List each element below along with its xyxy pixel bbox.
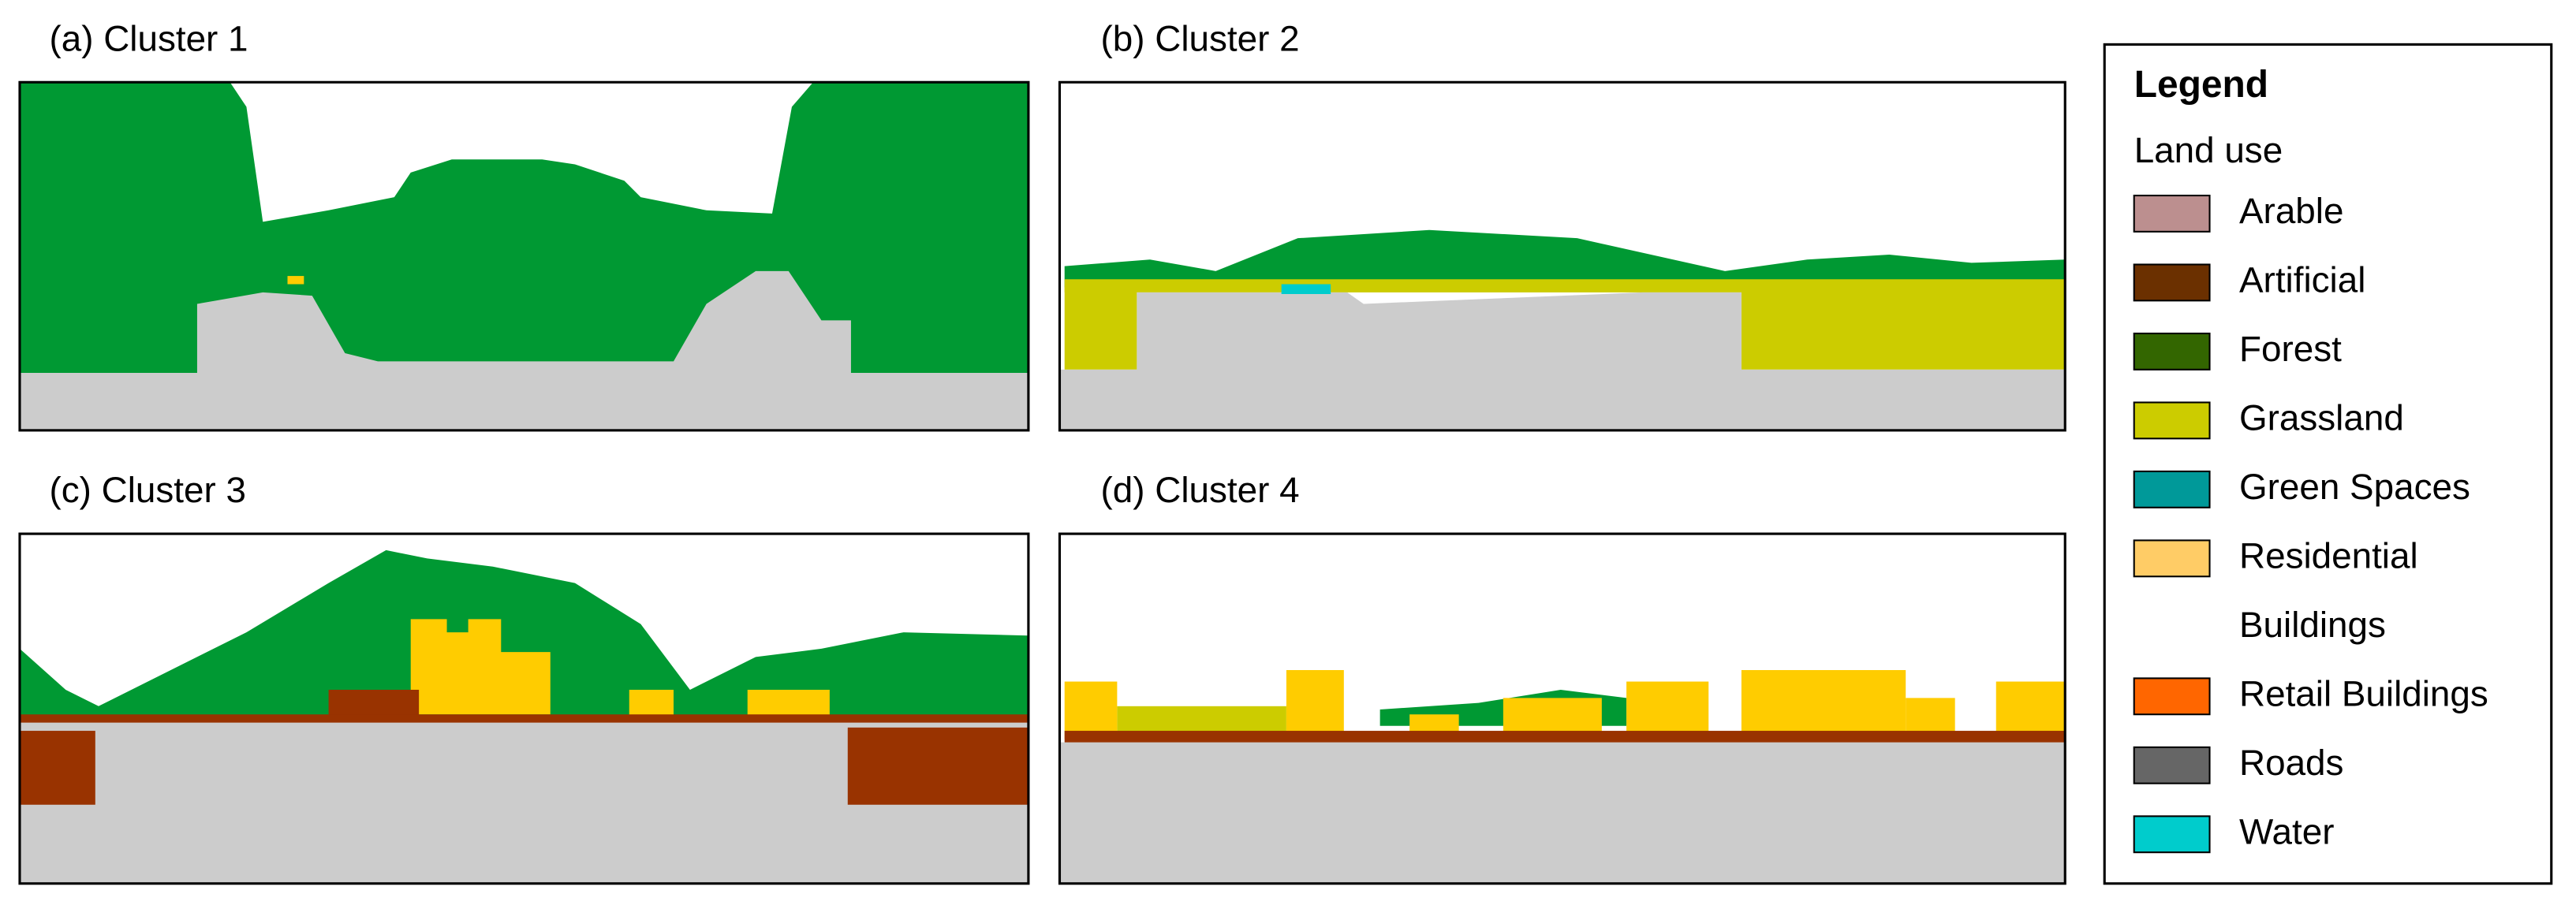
legend-swatch bbox=[2133, 815, 2211, 854]
legend-swatch bbox=[2133, 263, 2211, 302]
legend-label: Arable bbox=[2239, 191, 2343, 231]
legend-label: Grassland bbox=[2239, 397, 2404, 438]
ground-area bbox=[1059, 742, 2066, 884]
legend-frame bbox=[2103, 43, 2553, 885]
residential-area bbox=[287, 276, 304, 285]
legend-title: Legend bbox=[2134, 64, 2268, 106]
ground-area bbox=[19, 270, 1029, 430]
legend-swatch bbox=[2133, 194, 2211, 233]
panel-d: (d) Cluster 4 bbox=[1058, 470, 2066, 885]
legend-swatch bbox=[2133, 401, 2211, 440]
legend-label: Forest bbox=[2239, 329, 2342, 369]
panel-a: (a) Cluster 1 bbox=[18, 18, 1030, 432]
legend-label: Roads bbox=[2239, 743, 2343, 783]
panel-title: (c) Cluster 3 bbox=[49, 470, 245, 510]
legend-label: Residential bbox=[2239, 535, 2418, 575]
panel-frame bbox=[18, 532, 1030, 885]
panel-frame bbox=[18, 80, 1030, 432]
panel-c: (c) Cluster 3 bbox=[18, 470, 1030, 885]
water-area bbox=[1281, 284, 1331, 294]
panel-title: (a) Cluster 1 bbox=[49, 18, 248, 58]
grassland-area bbox=[1741, 287, 2066, 370]
panel-frame bbox=[1058, 80, 2066, 432]
legend-label: Retail Buildings bbox=[2239, 673, 2488, 713]
artificial-area bbox=[847, 727, 1029, 805]
legend-swatch bbox=[2133, 470, 2211, 508]
forest-area bbox=[19, 82, 1029, 373]
ground-area bbox=[1059, 292, 2066, 430]
residential-area bbox=[410, 619, 551, 715]
legend-label: Green Spaces bbox=[2239, 467, 2470, 507]
artificial-area bbox=[19, 731, 95, 805]
grassland-area bbox=[1064, 287, 1137, 370]
panel-title: (b) Cluster 2 bbox=[1101, 18, 1300, 58]
residential-areas bbox=[1064, 669, 2066, 739]
legend: Legend Land use Arable Artificial Forest Gr… bbox=[2103, 43, 2553, 885]
legend-label: Water bbox=[2239, 811, 2334, 851]
legend-label: Artificial bbox=[2239, 260, 2365, 300]
forest-area bbox=[1064, 229, 2066, 288]
panel-title: (d) Cluster 4 bbox=[1101, 470, 1300, 510]
panel-b: (b) Cluster 2 bbox=[1058, 18, 2066, 432]
legend-swatch bbox=[2133, 746, 2211, 784]
legend-swatch bbox=[2133, 677, 2211, 716]
legend-subtitle: Land use bbox=[2134, 130, 2283, 170]
legend-label: Buildings bbox=[2239, 605, 2386, 645]
legend-swatch bbox=[2133, 539, 2211, 578]
forest-area bbox=[19, 549, 1029, 723]
panel-frame bbox=[1058, 532, 2066, 885]
legend-swatch bbox=[2133, 332, 2211, 371]
